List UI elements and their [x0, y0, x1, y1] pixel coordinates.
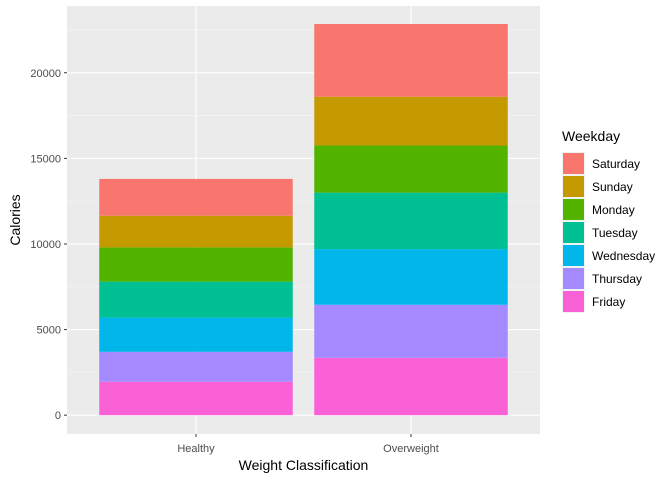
legend-key-thursday: [563, 268, 584, 289]
bar-segment-overweight-saturday: [314, 23, 508, 97]
legend-key-wednesday: [563, 245, 584, 266]
legend-label-tuesday: Tuesday: [592, 226, 638, 240]
x-tick-label: Overweight: [383, 443, 439, 455]
legend-label-saturday: Saturday: [592, 157, 640, 171]
bar-segment-overweight-sunday: [314, 96, 508, 146]
bar-segment-healthy-monday: [99, 247, 293, 282]
bars: [99, 23, 508, 416]
bar-segment-healthy-thursday: [99, 351, 293, 382]
y-tick-label: 5000: [37, 325, 61, 337]
bar-segment-overweight-thursday: [314, 304, 508, 358]
legend: Weekday Saturday Sunday Monday Tuesday Wedne…: [562, 128, 655, 313]
legend-title: Weekday: [562, 128, 620, 144]
legend-label-friday: Friday: [592, 295, 625, 309]
bar-segment-healthy-saturday: [99, 178, 293, 216]
legend-key-friday: [563, 291, 584, 312]
y-tick-label: 10000: [30, 239, 61, 251]
y-tick-label: 0: [55, 410, 61, 422]
bar-segment-healthy-tuesday: [99, 281, 293, 318]
x-tick-label: Healthy: [177, 443, 215, 455]
legend-key-saturday: [563, 153, 584, 174]
legend-key-tuesday: [563, 222, 584, 243]
bar-segment-overweight-wednesday: [314, 249, 508, 305]
legend-key-sunday: [563, 176, 584, 197]
bar-segment-healthy-sunday: [99, 215, 293, 248]
x-axis-title: Weight Classification: [239, 457, 369, 473]
y-axis-title: Calories: [7, 194, 23, 245]
legend-label-thursday: Thursday: [592, 272, 642, 286]
y-tick-label: 20000: [30, 68, 61, 80]
bar-segment-overweight-tuesday: [314, 192, 508, 250]
legend-key-monday: [563, 199, 584, 220]
legend-label-wednesday: Wednesday: [592, 249, 655, 263]
bar-segment-overweight-monday: [314, 145, 508, 193]
axes: 0 5000 10000 15000 20000 Healthy Overweight: [30, 68, 438, 455]
bar-segment-healthy-friday: [99, 381, 293, 416]
y-tick-label: 15000: [30, 153, 61, 165]
legend-label-monday: Monday: [592, 203, 635, 217]
legend-label-sunday: Sunday: [592, 180, 633, 194]
bar-segment-healthy-wednesday: [99, 317, 293, 352]
bar-segment-overweight-friday: [314, 357, 508, 416]
